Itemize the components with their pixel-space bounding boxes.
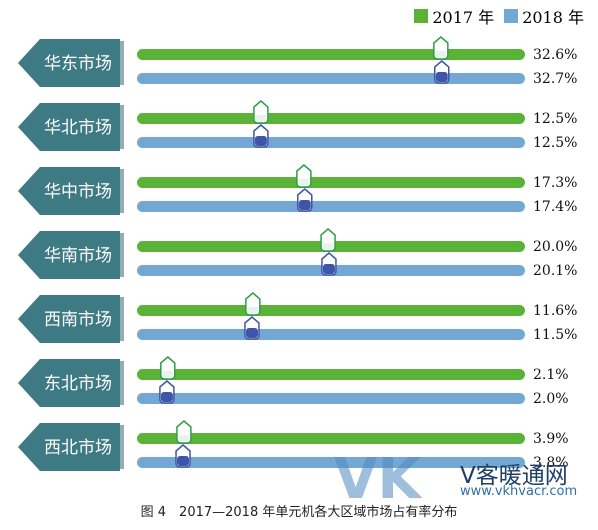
marker-2018-base [322,264,335,274]
data-label-2017: 20.0% [533,239,577,255]
bar-2018 [137,201,525,212]
bar-2017 [137,305,525,316]
category-label-bg [18,359,120,407]
category-label-bg [18,167,120,215]
data-label-2018: 12.5% [533,135,577,151]
marker-2017 [296,164,312,188]
bar-2018 [137,73,525,84]
category-label-shadow [120,41,124,85]
bar-2018 [137,457,525,468]
bar-2017 [137,113,525,124]
category-label-shadow [120,105,124,149]
category-label: 华东市场 [44,54,112,74]
legend-label-2017: 2017 年 [432,8,495,27]
category-label: 西南市场 [44,310,112,330]
data-label-2018: 3.8% [533,455,569,471]
data-label-2017: 12.5% [533,111,577,127]
data-label-2017: 11.6% [533,303,577,319]
marker-2018-base [435,72,448,82]
legend-swatch-2018 [504,9,519,23]
marker-2017-base [247,307,258,313]
data-label-2017: 3.9% [533,431,569,447]
category-label: 华南市场 [44,246,112,266]
data-label-2018: 11.5% [533,327,577,343]
data-label-2017: 32.6% [533,47,577,63]
category-label-shadow [120,361,124,405]
marker-2017-base [435,51,446,57]
legend-swatch-2017 [414,9,429,23]
category-label: 华中市场 [44,182,112,202]
bar-2018 [137,137,525,148]
data-label-2018: 32.7% [533,71,577,87]
bar-2018 [137,329,525,340]
figure-caption: 图 4 2017—2018 年单元机各大区域市场占有率分布 [140,505,458,520]
marker-2018-base [245,328,258,338]
marker-2018 [321,252,337,276]
category-label-bg [18,231,120,279]
marker-2018-base [160,392,173,402]
marker-2018-base [254,136,267,146]
marker-2017 [433,36,449,60]
category-label-bg [18,295,120,343]
bar-2018 [137,393,525,404]
marker-2018 [175,444,191,468]
bar-2017 [137,369,525,380]
marker-2017-base [298,179,309,185]
marker-2018 [159,380,175,404]
data-label-2018: 20.1% [533,263,577,279]
watermark-url: www.vkhvacr.com [460,484,578,499]
category-label-shadow [120,425,124,469]
data-label-2017: 17.3% [533,175,577,191]
marker-2018 [244,316,260,340]
data-label-2018: 2.0% [533,391,569,407]
marker-2017-base [162,371,173,377]
marker-2017 [160,356,176,380]
data-label-2018: 17.4% [533,199,577,215]
marker-2017 [245,292,261,316]
marker-2017 [176,420,192,444]
category-label-shadow [120,297,124,341]
legend: 2017 年 2018 年 [414,4,584,28]
category-label-bg [18,423,120,471]
watermark-logo-text: VK [334,452,423,502]
data-label-2017: 2.1% [533,367,569,383]
bar-2017 [137,49,525,60]
bar-2017 [137,433,525,444]
watermark-logo: VK [334,452,423,502]
marker-2017-base [178,435,189,441]
legend-item-2018: 2018 年 [504,4,584,28]
category-label-bg [18,39,120,87]
marker-2018 [433,60,450,84]
marker-2018 [253,124,269,148]
bar-2017 [137,177,525,188]
legend-label-2018: 2018 年 [522,8,584,27]
category-label: 华北市场 [44,118,112,138]
marker-2017 [253,100,269,124]
marker-2018 [297,188,313,212]
legend-item-2017: 2017 年 [414,4,494,28]
marker-2017-base [323,243,334,249]
marker-2017 [320,228,336,252]
category-label-shadow [120,169,124,213]
watermark-brand: V客暖通网 [460,463,568,489]
category-label-bg [18,103,120,151]
marker-2018-base [298,200,311,210]
marker-2017-base [255,115,266,121]
category-label: 西北市场 [44,438,112,458]
category-label: 东北市场 [44,374,112,394]
category-label-shadow [120,233,124,277]
marker-2018-base [177,456,190,466]
